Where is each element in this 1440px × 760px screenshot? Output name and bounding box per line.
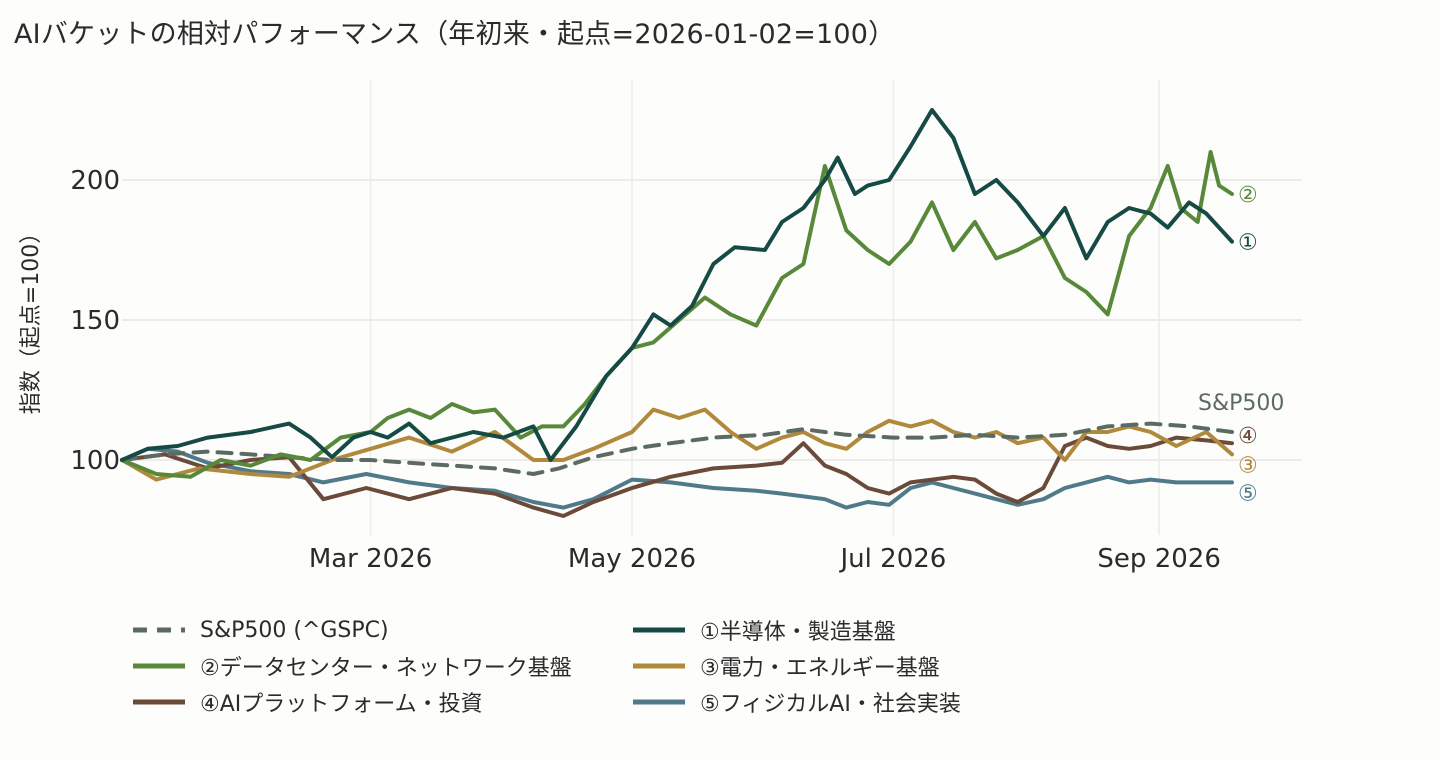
x-tick-label: Mar 2026 [309,544,433,574]
series-line-1 [120,421,1234,476]
y-tick-label: 150 [70,306,120,336]
legend-label: ②データセンター・ネットワーク基盤 [200,656,572,681]
y-axis-label: 指数（起点=100） [19,222,44,414]
y-tick-label: 200 [70,166,120,196]
series-end-label: ④ [1238,424,1258,449]
legend-swatch [630,661,688,671]
series-line-6 [120,446,1234,510]
chart-title: AIバケットの相対パフォーマンス（年初来・起点=2026-01-02=100） [14,19,896,50]
legend-label: ⑤フィジカルAI・社会実装 [700,692,961,717]
series-line-2 [120,108,1234,462]
series-end-label: S&P500 [1198,391,1284,416]
series-line-4 [120,407,1234,482]
series-line-3 [120,150,1234,479]
legend-item[interactable]: ①半導体・製造基盤 [630,612,896,648]
legend-label: S&P500 (^GSPC) [200,617,389,643]
legend-label: ③電力・エネルギー基盤 [700,656,940,681]
legend-label: ④AIプラットフォーム・投資 [200,692,483,717]
x-tick-label: Jul 2026 [839,544,947,574]
end-label-layer: S&P500 ① ② ③ ④ ⑤ [1198,183,1284,506]
legend-swatch [630,625,688,635]
series-layer [120,108,1234,518]
legend-swatch [130,697,188,707]
y-tick-label: 100 [70,446,120,476]
legend-item[interactable]: S&P500 (^GSPC) [130,612,389,648]
x-tick-label: May 2026 [568,544,696,574]
series-end-label: ⑤ [1238,481,1258,506]
legend-swatch [130,625,188,635]
legend-item[interactable]: ②データセンター・ネットワーク基盤 [130,648,572,684]
series-end-label: ① [1238,231,1258,256]
legend-item[interactable]: ④AIプラットフォーム・投資 [130,684,483,720]
series-end-label: ② [1238,183,1258,208]
legend-swatch [130,661,188,671]
legend-item[interactable]: ⑤フィジカルAI・社会実装 [630,684,961,720]
axis-layer: 100 150 200 Mar 2026 May 2026 Jul 2026 Sep 202… [70,166,1221,574]
legend-item[interactable]: ③電力・エネルギー基盤 [630,648,940,684]
legend-label: ①半導体・製造基盤 [700,620,896,645]
line-chart: 100 150 200 Mar 2026 May 2026 Jul 2026 Sep 202… [19,80,1302,574]
series-end-label: ③ [1238,453,1258,478]
legend-swatch [630,697,688,707]
x-tick-label: Sep 2026 [1097,544,1220,574]
